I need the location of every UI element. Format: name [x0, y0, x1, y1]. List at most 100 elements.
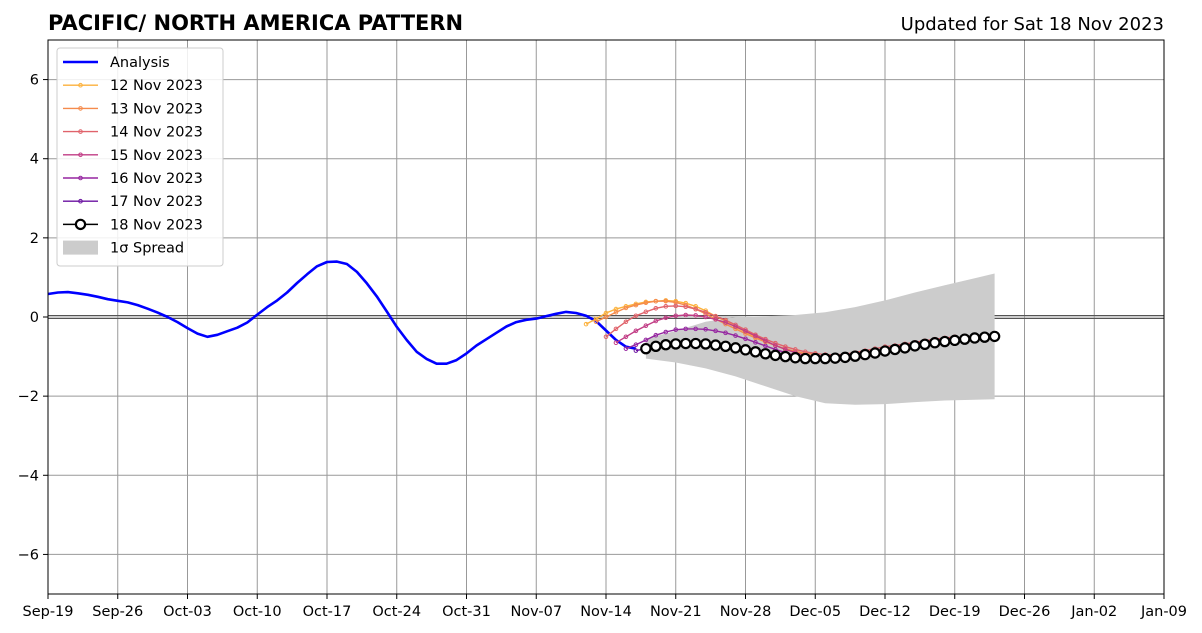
legend-swatch-marker: [78, 106, 83, 111]
forecast-point: [653, 318, 659, 324]
legend-entry-label: 14 Nov 2023: [110, 125, 203, 141]
x-tick-label: Nov-07: [510, 604, 562, 620]
forecast-point: [783, 344, 788, 349]
legend-swatch-marker: [78, 129, 83, 134]
series-analysis: [47, 260, 637, 366]
latest-forecast-point: [749, 346, 762, 358]
forecast-point: [653, 332, 659, 338]
x-tick-label: Dec-05: [789, 604, 841, 620]
y-tick-label: −2: [18, 389, 39, 405]
chart-title: PACIFIC/ NORTH AMERICA PATTERN: [48, 11, 463, 35]
latest-forecast-point: [759, 348, 772, 360]
latest-forecast-point: [799, 352, 811, 365]
forecast-point: [633, 342, 639, 348]
x-tick-label: Sep-26: [92, 604, 143, 620]
legend-swatch-marker: [78, 82, 83, 88]
legend-entry-label: 13 Nov 2023: [110, 101, 203, 117]
legend-entry-label: 18 Nov 2023: [110, 217, 203, 233]
x-tick-label: Oct-17: [303, 604, 352, 620]
forecast-point: [663, 329, 669, 335]
latest-forecast-point: [978, 331, 991, 343]
forecast-point: [643, 309, 649, 315]
latest-forecast-point: [988, 330, 1001, 343]
forecast-point: [693, 306, 698, 312]
forecast-point: [723, 330, 728, 336]
forecast-point: [663, 315, 669, 321]
forecast-point: [603, 334, 609, 340]
forecast-point: [623, 346, 629, 351]
forecast-point: [663, 298, 669, 304]
x-tick-label: Oct-03: [163, 604, 212, 620]
forecast-point: [643, 300, 649, 306]
forecast-point: [683, 312, 689, 318]
latest-forecast-point: [949, 334, 961, 347]
latest-forecast-point: [849, 350, 861, 362]
forecast-point: [763, 343, 768, 349]
forecast-point: [723, 320, 728, 325]
forecast-point: [593, 316, 599, 322]
forecast-point: [623, 305, 629, 311]
spread-band: [645, 273, 995, 405]
forecast-point: [683, 326, 689, 332]
forecast-point: [693, 313, 698, 318]
latest-forecast-point: [939, 335, 951, 348]
legend-swatch-marker: [78, 198, 83, 204]
latest-forecast-point: [839, 351, 851, 364]
latest-forecast-point: [680, 337, 692, 350]
latest-forecast-point: [769, 349, 782, 362]
forecast-point: [753, 340, 758, 345]
legend-entry-label: 15 Nov 2023: [110, 148, 203, 164]
latest-forecast-point: [650, 340, 662, 352]
x-tick-label: Dec-12: [859, 604, 911, 620]
forecast-point: [743, 336, 748, 342]
forecast-point: [713, 328, 718, 334]
forecast-point: [623, 334, 629, 340]
legend-entry-label: 17 Nov 2023: [110, 194, 203, 210]
legend-entry-label: 12 Nov 2023: [110, 78, 203, 94]
forecast-point: [653, 305, 659, 311]
forecast-point: [603, 314, 609, 320]
x-tick-label: Dec-26: [999, 604, 1051, 620]
forecast-point: [703, 309, 708, 315]
latest-forecast-point: [719, 340, 732, 352]
forecast-point: [733, 333, 738, 338]
latest-forecast-point: [789, 352, 802, 364]
x-tick-label: Oct-10: [233, 604, 282, 620]
forecast-point: [713, 317, 718, 322]
latest-forecast-point: [929, 337, 941, 349]
forecast-point: [693, 304, 698, 309]
forecast-point: [743, 328, 748, 334]
legend-entry-label: 1σ Spread: [110, 241, 184, 257]
forecast-point: [653, 298, 659, 304]
legend-swatch-patch: [63, 240, 98, 255]
latest-forecast-point: [809, 352, 821, 365]
forecast-point: [703, 314, 708, 320]
latest-forecast-point: [959, 333, 971, 345]
forecast-point: [673, 313, 679, 319]
y-tick-label: −4: [18, 468, 39, 484]
legend-swatch-marker: [74, 218, 87, 231]
x-tick-label: Dec-19: [929, 604, 981, 620]
latest-forecast-point: [709, 339, 722, 351]
latest-forecast-point: [729, 342, 742, 354]
latest-forecast-point: [640, 342, 652, 355]
legend: Analysis 12 Nov 2023 13 Nov 2023 14 Nov 202…: [56, 47, 224, 267]
analysis-line: [47, 260, 637, 366]
forecast-point: [673, 303, 679, 309]
y-tick-label: 4: [30, 152, 39, 168]
forecast-point: [613, 340, 619, 346]
latest-forecast-point: [699, 338, 712, 350]
latest-forecast-point: [859, 348, 871, 361]
latest-forecast-point: [829, 352, 841, 364]
latest-forecast-point: [968, 332, 981, 344]
latest-forecast-point: [909, 340, 921, 352]
forecast-point: [683, 304, 689, 310]
forecast-point: [633, 302, 639, 308]
forecast-point: [633, 313, 639, 319]
legend-entry-label: 16 Nov 2023: [110, 171, 203, 187]
legend-entry-label: Analysis: [110, 55, 170, 71]
latest-forecast-point: [819, 352, 831, 365]
legend-box: [56, 47, 224, 267]
